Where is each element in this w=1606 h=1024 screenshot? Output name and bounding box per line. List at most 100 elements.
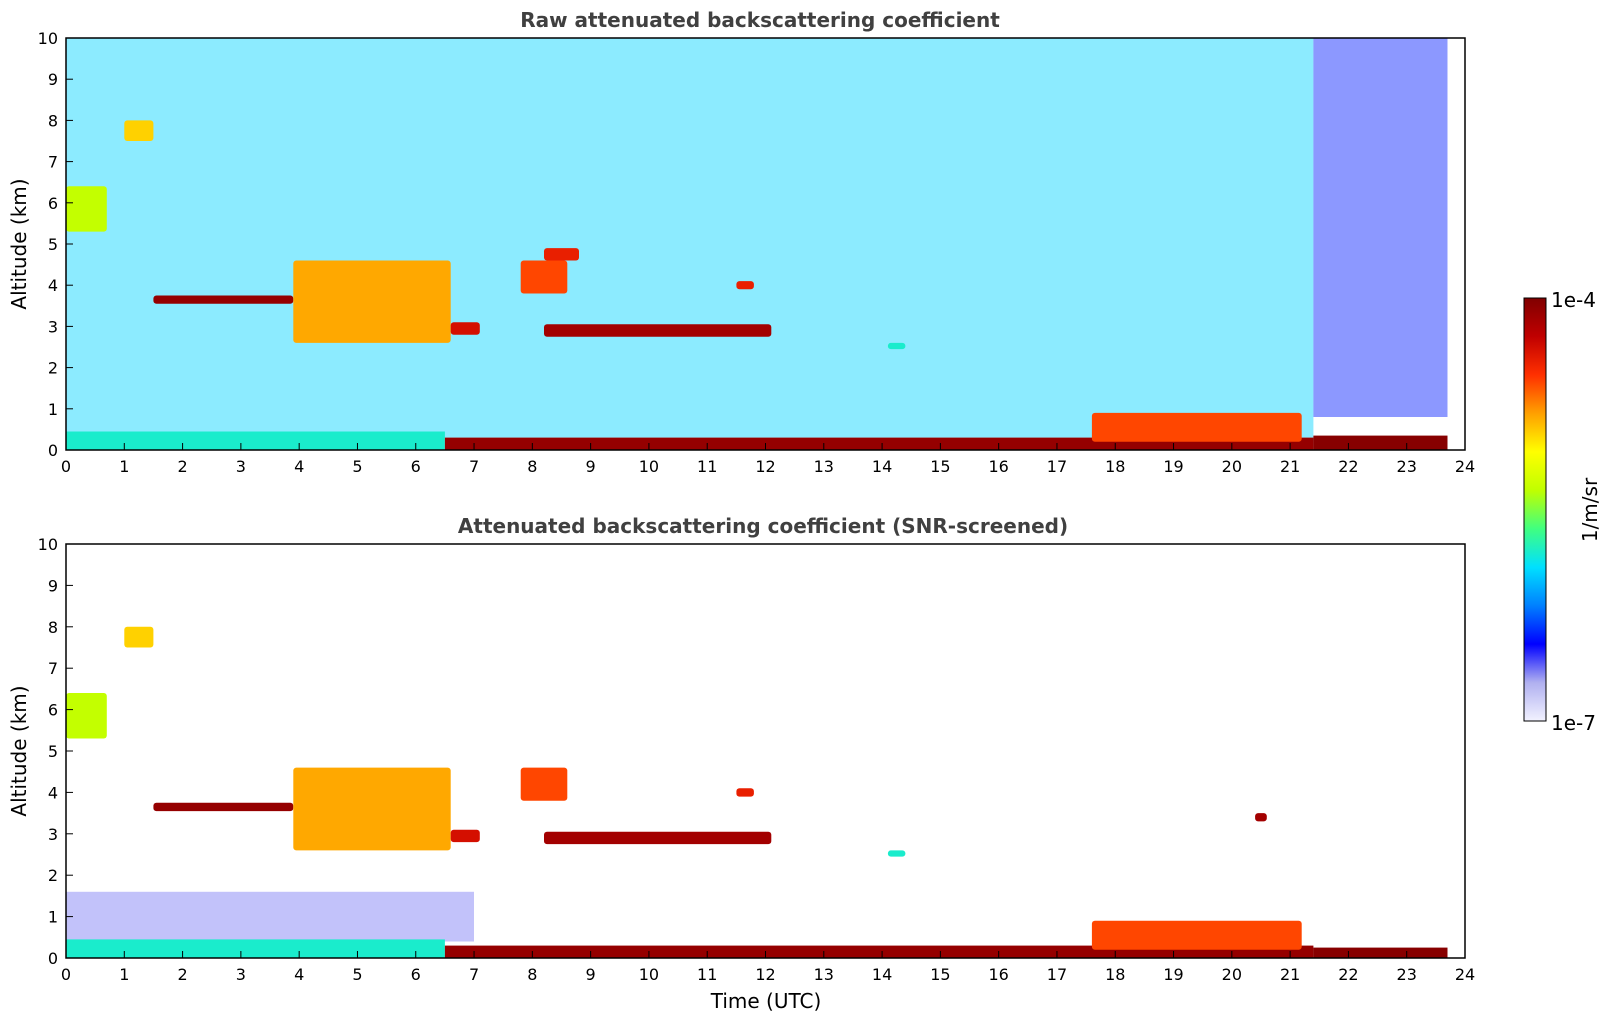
heatmap-cloud-10 bbox=[1255, 813, 1267, 822]
x-tick-label: 19 bbox=[1163, 457, 1183, 476]
bottom-x-ticks: 0 1 2 3 4 5 6 7 8 9 10 11 12 13 14 15 16 17 18 19 20 21 22 23 24 bbox=[61, 951, 1475, 984]
x-tick-label: 22 bbox=[1338, 457, 1358, 476]
x-tick-label: 8 bbox=[527, 965, 537, 984]
heatmap-boundary-layer-12 bbox=[66, 431, 445, 450]
x-tick-label: 16 bbox=[988, 457, 1008, 476]
x-tick-label: 23 bbox=[1397, 457, 1417, 476]
y-tick-label: 7 bbox=[48, 153, 58, 172]
heatmap-cloud-4 bbox=[153, 295, 294, 304]
colorbar-gradient bbox=[1523, 297, 1547, 722]
x-tick-label: 2 bbox=[177, 457, 187, 476]
y-tick-label: 8 bbox=[48, 618, 58, 637]
colorbar-max-label: 1e-4 bbox=[1551, 288, 1596, 312]
x-tick-label: 14 bbox=[872, 965, 892, 984]
x-tick-label: 18 bbox=[1105, 457, 1125, 476]
x-tick-label: 22 bbox=[1338, 965, 1358, 984]
y-tick-label: 8 bbox=[48, 111, 58, 130]
heatmap-cloud-3 bbox=[124, 120, 154, 141]
x-tick-label: 4 bbox=[294, 457, 304, 476]
x-tick-label: 3 bbox=[236, 965, 246, 984]
x-tick-label: 20 bbox=[1222, 965, 1242, 984]
x-tick-label: 13 bbox=[814, 457, 834, 476]
y-tick-label: 6 bbox=[48, 701, 58, 720]
x-tick-label: 9 bbox=[586, 965, 596, 984]
y-tick-label: 10 bbox=[38, 29, 58, 48]
x-tick-label: 14 bbox=[872, 457, 892, 476]
y-tick-label: 5 bbox=[48, 235, 58, 254]
heatmap-cloud-5 bbox=[293, 260, 451, 343]
heatmap-boundary-layer-11 bbox=[66, 939, 445, 958]
x-tick-label: 1 bbox=[119, 965, 129, 984]
heatmap-cloud-6 bbox=[520, 767, 568, 801]
heatmap-cloud-6 bbox=[450, 322, 480, 335]
x-tick-label: 23 bbox=[1397, 965, 1417, 984]
heatmap-cloud-9 bbox=[887, 850, 906, 857]
bottom-panel-title: Attenuated backscattering coefficient (S… bbox=[458, 514, 1068, 538]
x-tick-label: 10 bbox=[639, 457, 659, 476]
heatmap-cloud-9 bbox=[544, 324, 772, 337]
x-axis-label: Time (UTC) bbox=[710, 989, 822, 1013]
bottom-y-axis-label: Altitude (km) bbox=[7, 685, 31, 816]
x-tick-label: 24 bbox=[1455, 457, 1475, 476]
x-tick-label: 6 bbox=[411, 965, 421, 984]
top-panel: Raw attenuated backscattering coefficien… bbox=[7, 8, 1475, 476]
x-tick-label: 0 bbox=[61, 457, 71, 476]
x-tick-label: 11 bbox=[697, 965, 717, 984]
x-tick-label: 21 bbox=[1280, 457, 1300, 476]
x-tick-label: 0 bbox=[61, 965, 71, 984]
y-tick-label: 4 bbox=[48, 783, 58, 802]
heatmap-cloud-7 bbox=[544, 831, 772, 845]
x-tick-label: 8 bbox=[527, 457, 537, 476]
x-tick-label: 5 bbox=[352, 457, 362, 476]
x-tick-label: 12 bbox=[755, 965, 775, 984]
y-tick-label: 9 bbox=[48, 576, 58, 595]
heatmap-noise-background-0 bbox=[66, 38, 1314, 438]
heatmap-cloud-11 bbox=[887, 342, 906, 350]
heatmap-cloud-2 bbox=[66, 186, 107, 232]
x-tick-label: 7 bbox=[469, 457, 479, 476]
x-tick-label: 18 bbox=[1105, 965, 1125, 984]
heatmap-cloud-7 bbox=[520, 260, 568, 294]
heatmap-cloud-14 bbox=[1091, 412, 1302, 442]
y-tick-label: 3 bbox=[48, 317, 58, 336]
heatmap-cloud-8 bbox=[544, 248, 579, 261]
x-tick-label: 3 bbox=[236, 457, 246, 476]
top-x-ticks: 0 1 2 3 4 5 6 7 8 9 10 11 12 13 14 15 16 17 18 19 20 21 22 23 24 bbox=[61, 443, 1475, 476]
heatmap-boundary-layer-15 bbox=[1313, 435, 1448, 450]
x-tick-label: 20 bbox=[1222, 457, 1242, 476]
y-tick-label: 2 bbox=[48, 359, 58, 378]
colorbar-min-label: 1e-7 bbox=[1551, 711, 1596, 735]
y-tick-label: 0 bbox=[48, 949, 58, 968]
heatmap-cloud-8 bbox=[736, 788, 754, 797]
x-tick-label: 12 bbox=[755, 457, 775, 476]
x-tick-label: 16 bbox=[988, 965, 1008, 984]
y-tick-label: 4 bbox=[48, 276, 58, 295]
heatmap-noise-background-1 bbox=[1313, 38, 1448, 417]
colorbar: 1e-4 1e-7 1/m/sr bbox=[1523, 288, 1602, 735]
y-tick-label: 0 bbox=[48, 441, 58, 460]
x-tick-label: 19 bbox=[1163, 965, 1183, 984]
x-tick-label: 1 bbox=[119, 457, 129, 476]
x-tick-label: 5 bbox=[352, 965, 362, 984]
y-tick-label: 10 bbox=[38, 535, 58, 554]
bottom-y-ticks: 0 1 2 3 4 5 6 7 8 9 10 bbox=[38, 535, 73, 968]
heatmap-noise-background-0 bbox=[66, 891, 474, 942]
y-tick-label: 3 bbox=[48, 825, 58, 844]
x-tick-label: 9 bbox=[586, 457, 596, 476]
y-tick-label: 6 bbox=[48, 194, 58, 213]
x-tick-label: 15 bbox=[930, 457, 950, 476]
y-tick-label: 1 bbox=[48, 908, 58, 927]
heatmap-boundary-layer-14 bbox=[1313, 947, 1448, 958]
y-tick-label: 1 bbox=[48, 400, 58, 419]
x-tick-label: 4 bbox=[294, 965, 304, 984]
x-tick-label: 11 bbox=[697, 457, 717, 476]
x-tick-label: 6 bbox=[411, 457, 421, 476]
top-panel-title: Raw attenuated backscattering coefficien… bbox=[520, 8, 1000, 32]
heatmap-cloud-5 bbox=[450, 829, 480, 843]
top-y-axis-label: Altitude (km) bbox=[7, 178, 31, 309]
x-tick-label: 17 bbox=[1047, 457, 1067, 476]
bottom-panel: Attenuated backscattering coefficient (S… bbox=[7, 514, 1475, 1013]
heatmap-cloud-1 bbox=[66, 693, 107, 739]
x-tick-label: 21 bbox=[1280, 965, 1300, 984]
